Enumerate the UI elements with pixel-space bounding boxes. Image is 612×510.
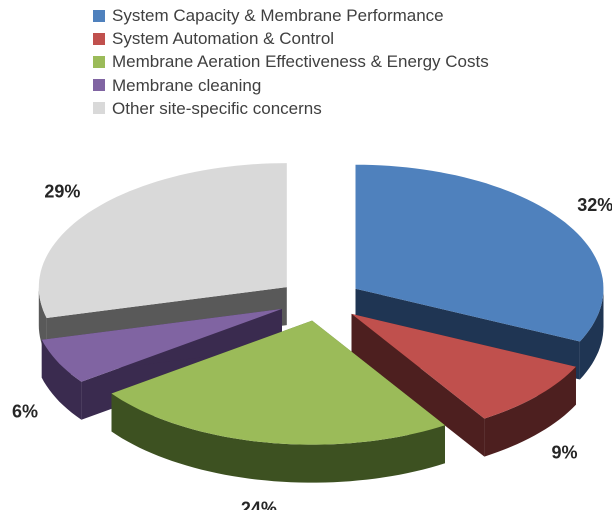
data-label: 6%	[12, 401, 38, 421]
legend-swatch	[93, 102, 105, 115]
legend-swatch	[93, 32, 105, 45]
data-label: 29%	[44, 181, 80, 201]
legend-label: System Capacity & Membrane Performance	[112, 6, 444, 25]
legend-label: Membrane cleaning	[112, 75, 262, 95]
slice-rim	[41, 339, 82, 420]
data-label: 32%	[577, 195, 612, 215]
legend-item: Other site-specific concerns	[93, 97, 489, 120]
pie-slice	[111, 320, 445, 445]
legend-item: System Automation & Control	[93, 27, 489, 50]
pie-slice	[355, 164, 604, 342]
legend-swatch	[93, 9, 105, 22]
legend-item: System Capacity & Membrane Performance	[93, 4, 489, 27]
legend-swatch	[93, 79, 105, 92]
data-label: 9%	[551, 442, 577, 462]
legend-label: Other site-specific concerns	[112, 98, 322, 118]
slice-wall	[351, 313, 485, 457]
legend-swatch	[93, 55, 105, 68]
slice-sides	[38, 163, 604, 483]
legend-label: System Automation & Control	[112, 29, 335, 49]
data-label: 24%	[241, 499, 277, 510]
slice-rim	[38, 287, 47, 356]
pie-slice	[351, 313, 576, 419]
pie-slice	[38, 163, 287, 318]
legend-item: Membrane cleaning	[93, 74, 489, 97]
legend-item: Membrane Aeration Effectiveness & Energy…	[93, 50, 489, 73]
chart-legend: System Capacity & Membrane Performance Sy…	[93, 4, 489, 120]
slice-rim	[111, 393, 445, 483]
pie-slice	[41, 308, 282, 382]
slice-rim	[579, 288, 604, 380]
slice-rim	[484, 366, 576, 457]
data-labels: 32% 9% 24% 6% 29%	[12, 181, 612, 510]
legend-label: Membrane Aeration Effectiveness & Energy…	[112, 52, 489, 72]
